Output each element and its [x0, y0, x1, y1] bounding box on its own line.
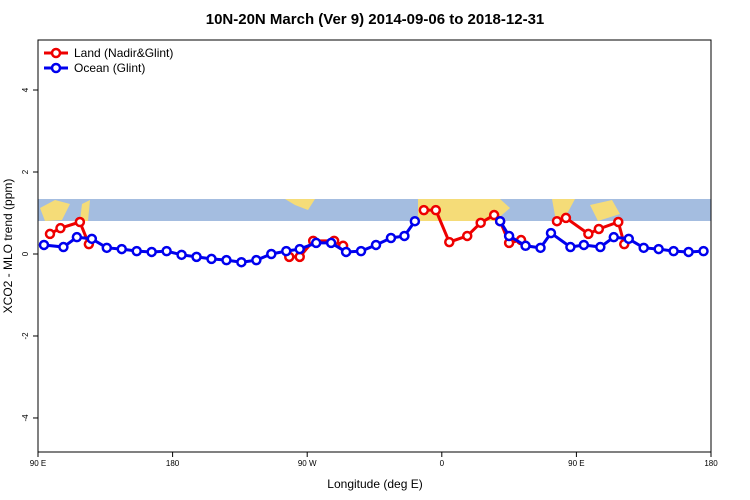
- point: [593, 223, 605, 235]
- point: [74, 216, 86, 228]
- point: [668, 245, 679, 257]
- point: [560, 212, 572, 224]
- point: [325, 237, 337, 249]
- point: [294, 243, 305, 255]
- point: [146, 246, 157, 258]
- point: [551, 215, 563, 227]
- chart-title: 10N-20N March (Ver 9) 2014-09-06 to 2018…: [206, 11, 545, 28]
- point: [583, 228, 594, 240]
- point: [86, 233, 98, 245]
- y-tick-label: 2: [21, 169, 30, 174]
- point: [494, 215, 506, 227]
- y-tick-label: 4: [21, 87, 30, 92]
- point: [683, 246, 694, 258]
- x-tick-label: 90 E: [30, 459, 46, 468]
- x-tick-label: 90 E: [568, 459, 584, 468]
- point: [613, 216, 624, 228]
- point: [535, 242, 546, 254]
- point: [370, 239, 382, 251]
- plot-frame: [37, 39, 712, 453]
- point: [236, 256, 247, 268]
- point: [101, 242, 113, 254]
- point: [55, 222, 66, 234]
- point: [578, 239, 590, 251]
- point: [266, 248, 277, 260]
- point: [520, 240, 531, 252]
- point: [444, 236, 455, 248]
- point: [191, 251, 202, 263]
- point: [340, 246, 352, 258]
- point: [565, 241, 576, 253]
- point: [71, 231, 83, 243]
- point: [58, 241, 69, 253]
- legend-label: Land (Nadir&Glint): [74, 46, 173, 60]
- point: [44, 228, 56, 240]
- point: [545, 227, 557, 239]
- legend-marker: [50, 47, 62, 59]
- point: [653, 243, 664, 255]
- point: [281, 245, 292, 257]
- point: [595, 241, 606, 253]
- x-axis-label: Longitude (deg E): [327, 477, 422, 491]
- point: [409, 215, 421, 227]
- point: [385, 232, 397, 244]
- point: [116, 243, 128, 255]
- point: [131, 245, 142, 257]
- x-tick-label: 90 W: [298, 459, 317, 468]
- point: [698, 245, 709, 257]
- y-axis-label: XCO2 - MLO trend (ppm): [1, 179, 15, 314]
- point: [38, 239, 50, 251]
- point: [488, 209, 500, 221]
- x-tick-label: 180: [166, 459, 180, 468]
- x-tick-label: 180: [704, 459, 718, 468]
- point: [623, 233, 634, 245]
- point: [418, 204, 430, 216]
- y-tick-label: -4: [21, 414, 30, 422]
- x-tick-label: 0: [440, 459, 445, 468]
- point: [161, 245, 172, 257]
- legend-label: Ocean (Glint): [74, 61, 145, 75]
- y-tick-label: 0: [21, 251, 30, 256]
- point: [475, 217, 486, 229]
- point: [461, 230, 473, 242]
- point: [503, 230, 515, 242]
- point: [176, 249, 187, 261]
- point: [310, 237, 322, 249]
- y-tick-label: -2: [21, 332, 30, 340]
- point: [355, 245, 367, 257]
- point: [608, 231, 620, 243]
- point: [638, 242, 649, 254]
- point: [206, 253, 217, 265]
- point: [221, 254, 232, 266]
- legend-marker: [50, 62, 62, 74]
- point: [399, 230, 410, 242]
- point: [430, 204, 442, 216]
- point: [251, 254, 262, 266]
- map-band: [38, 199, 711, 221]
